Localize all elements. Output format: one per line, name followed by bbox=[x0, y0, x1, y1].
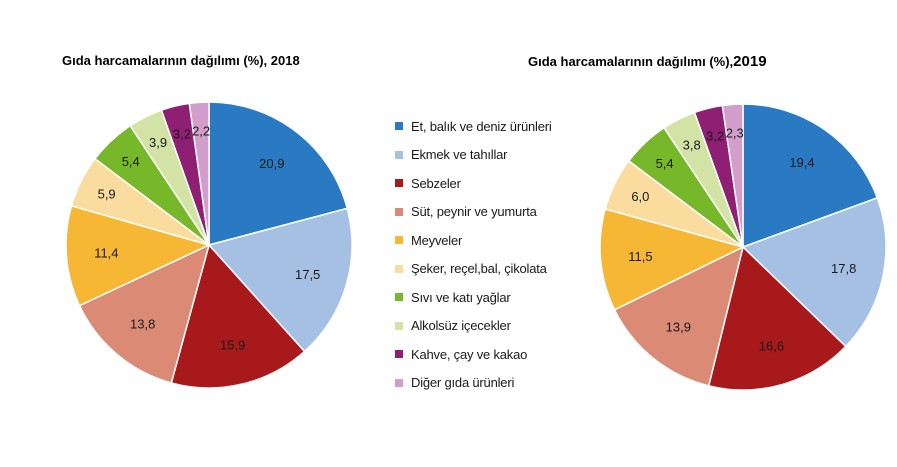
legend-item: Şeker, reçel,bal, çikolata bbox=[395, 255, 552, 284]
pie-label-2018-1: 17,5 bbox=[295, 267, 320, 282]
chart-title-2018: Gıda harcamalarının dağılımı (%), 2018 bbox=[62, 53, 300, 68]
pie-slice-2018-9 bbox=[188, 101, 210, 246]
pie-slice-2018-1 bbox=[207, 207, 353, 353]
legend-item: Diğer gıda ürünleri bbox=[395, 369, 552, 398]
pie-label-2018-6: 5,4 bbox=[122, 154, 140, 169]
legend-swatch bbox=[395, 293, 403, 302]
pie-label-2019-9: 2,3 bbox=[726, 125, 744, 140]
pie-slice-2018-0 bbox=[208, 101, 349, 246]
pie-label-2019-6: 5,4 bbox=[656, 156, 674, 171]
pie-chart-2019: 19,4 17,8 16,6 13,9 11,5 6,0 5,4 3,8 3,2 2,3 bbox=[599, 103, 887, 391]
legend-label: Diğer gıda ürünleri bbox=[411, 375, 515, 391]
legend: Et, balık ve deniz ürünleri Ekmek ve tahı… bbox=[395, 112, 552, 397]
legend-label: Ekmek ve tahıllar bbox=[411, 147, 508, 163]
pie-slice-2019-1 bbox=[741, 196, 887, 348]
legend-item: Meyveler bbox=[395, 226, 552, 255]
legend-swatch bbox=[395, 150, 403, 159]
legend-label: Alkolsüz içecekler bbox=[411, 318, 511, 334]
legend-label: Et, balık ve deniz ürünleri bbox=[411, 118, 552, 134]
legend-swatch bbox=[395, 264, 403, 273]
pie-label-2018-4: 11,4 bbox=[94, 246, 118, 261]
pie-label-2018-8: 3,2 bbox=[173, 126, 191, 141]
chart-title-2018-text: Gıda harcamalarının dağılımı (%), 2018 bbox=[62, 53, 300, 68]
pie-chart-2018: 20,9 17,5 15,9 13,8 11,4 5,9 5,4 3,9 3,2 2,2 bbox=[65, 101, 353, 389]
legend-swatch bbox=[395, 179, 403, 188]
pie-label-2019-1: 17,8 bbox=[831, 261, 856, 276]
pie-label-2019-5: 6,0 bbox=[631, 189, 649, 204]
chart-title-2019-year: 2019 bbox=[733, 53, 767, 70]
pie-label-2019-2: 16,6 bbox=[759, 338, 784, 353]
chart-title-2019-text: Gıda harcamalarının dağılımı (%), bbox=[528, 54, 734, 69]
legend-label: Sıvı ve katı yağlar bbox=[411, 289, 511, 305]
chart-title-2019: Gıda harcamalarının dağılımı (%),2019 bbox=[528, 53, 767, 70]
pie-label-2019-4: 11,5 bbox=[628, 249, 652, 264]
pie-label-2019-0: 19,4 bbox=[789, 155, 814, 170]
legend-item: Sıvı ve katı yağlar bbox=[395, 283, 552, 312]
pie-label-2018-9: 2,2 bbox=[192, 123, 210, 138]
legend-swatch bbox=[395, 236, 403, 245]
pie-label-2018-7: 3,9 bbox=[149, 135, 167, 150]
legend-label: Süt, peynir ve yumurta bbox=[411, 204, 537, 220]
legend-item: Et, balık ve deniz ürünleri bbox=[395, 112, 552, 141]
pie-label-2019-3: 13,9 bbox=[666, 320, 691, 335]
pie-slice-2019-2 bbox=[707, 245, 847, 391]
legend-item: Alkolsüz içecekler bbox=[395, 312, 552, 341]
pie-label-2019-8: 3,2 bbox=[706, 129, 724, 144]
legend-item: Süt, peynir ve yumurta bbox=[395, 198, 552, 227]
pie-label-2018-0: 20,9 bbox=[259, 156, 284, 171]
legend-item: Kahve, çay ve kakao bbox=[395, 340, 552, 369]
pie-label-2018-2: 15,9 bbox=[220, 338, 245, 353]
pie-slice-2018-4 bbox=[65, 204, 212, 307]
pie-slice-2019-4 bbox=[599, 208, 746, 311]
legend-item: Sebzeler bbox=[395, 169, 552, 198]
pie-label-2018-5: 5,9 bbox=[98, 186, 116, 201]
legend-item: Ekmek ve tahıllar bbox=[395, 141, 552, 170]
legend-swatch bbox=[395, 378, 403, 387]
legend-swatch bbox=[395, 350, 403, 359]
pie-label-2018-3: 13,8 bbox=[130, 316, 155, 331]
legend-label: Meyveler bbox=[411, 232, 463, 248]
legend-label: Kahve, çay ve kakao bbox=[411, 346, 528, 362]
pie-slice-2018-3 bbox=[78, 243, 211, 384]
pie-slice-2019-0 bbox=[742, 103, 879, 249]
legend-label: Sebzeler bbox=[411, 175, 461, 191]
legend-swatch bbox=[395, 122, 403, 131]
pie-slice-2019-9 bbox=[721, 103, 744, 248]
legend-swatch bbox=[395, 207, 403, 216]
legend-swatch bbox=[395, 321, 403, 330]
pie-slice-2018-2 bbox=[170, 243, 306, 389]
legend-label: Şeker, reçel,bal, çikolata bbox=[411, 261, 547, 277]
pie-label-2019-7: 3,8 bbox=[683, 137, 701, 152]
pie-slice-2019-3 bbox=[613, 245, 745, 387]
